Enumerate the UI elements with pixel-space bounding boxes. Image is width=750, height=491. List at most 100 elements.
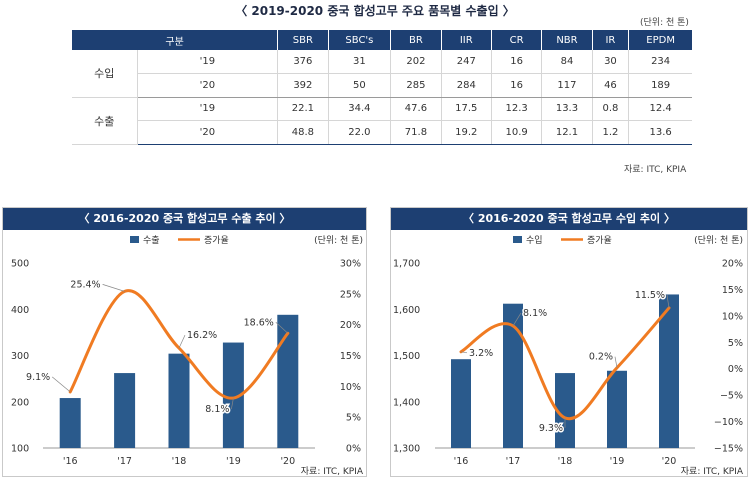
y-left-tick-label: 200 (11, 397, 29, 408)
table-cell: 12.3 (490, 97, 542, 121)
table-header-cell: CR (490, 30, 542, 50)
table-year-cell: '19 (136, 97, 278, 121)
table-cell: 16 (490, 73, 542, 98)
table-cell: 34.4 (327, 97, 391, 121)
table-cell: 50 (327, 73, 391, 98)
legend-bar-label: 수출 (143, 235, 160, 246)
y-right-tick-label: 20% (722, 259, 743, 270)
table-group-label: 수출 (72, 97, 137, 145)
growth-rate-line (459, 306, 671, 421)
table-header-cell: IIR (440, 30, 492, 50)
data-label: 8.1% (205, 404, 229, 415)
table-cell: 189 (628, 73, 692, 98)
x-tick-label: '16 (63, 456, 78, 467)
data-label: 16.2% (187, 330, 217, 341)
data-label-leader (614, 356, 618, 368)
legend-bar-label: 수입 (526, 234, 543, 246)
x-tick-label: '20 (280, 456, 295, 467)
y-right-tick-label: 15% (340, 351, 361, 362)
table-cell: 392 (277, 73, 329, 98)
table-cell: 84 (541, 50, 593, 74)
table-header-cell: 구분 (72, 30, 278, 50)
table-source: 자료: ITC, KPIA (624, 165, 687, 175)
table-cell: 10.9 (490, 120, 542, 145)
y-left-tick-label: 500 (11, 259, 29, 270)
table-cell: 247 (440, 50, 492, 74)
export-chart-title: 〈 2016-2020 중국 합성고무 수출 추이 〉 (3, 208, 366, 230)
y-right-tick-label: 0% (728, 364, 743, 375)
table-group-label: 수입 (72, 50, 137, 98)
y-left-tick-label: 300 (11, 351, 29, 362)
y-right-tick-label: 30% (340, 259, 361, 270)
y-left-tick-label: 400 (11, 305, 29, 316)
bar (222, 342, 244, 448)
table-header-cell: NBR (541, 30, 593, 50)
x-tick-label: '18 (558, 456, 573, 467)
bar (114, 373, 136, 448)
y-right-tick-label: 5% (728, 338, 743, 349)
table-cell: 31 (327, 50, 391, 74)
bar (503, 303, 523, 448)
import-chart-title: 〈 2016-2020 중국 합성고무 수입 추이 〉 (391, 208, 747, 230)
data-label-leader (460, 351, 468, 354)
trade-table: 구분 SBR SBC's BR IIR CR NBR IR EPDM 수입 '19 376 31 202… (72, 30, 692, 145)
table-cell: 12.4 (628, 97, 692, 121)
bar (555, 373, 575, 448)
y-right-tick-label: 25% (340, 289, 361, 300)
legend-line-label: 증가율 (204, 235, 229, 246)
bar (607, 370, 627, 448)
data-label: 25.4% (70, 279, 100, 290)
x-tick-label: '18 (172, 456, 187, 467)
x-tick-label: '19 (226, 456, 241, 467)
y-right-tick-label: 15% (722, 285, 743, 296)
table-cell: 234 (628, 50, 692, 74)
x-tick-label: '20 (662, 456, 677, 467)
x-tick-label: '16 (454, 456, 469, 467)
table-year-cell: '19 (136, 50, 278, 74)
y-right-tick-label: −10% (714, 417, 743, 428)
bar (168, 353, 190, 448)
table-header-row: 구분 SBR SBC's BR IIR CR NBR IR EPDM (72, 30, 692, 50)
data-label: 3.2% (469, 348, 493, 359)
y-right-tick-label: 0% (346, 444, 361, 455)
y-right-tick-label: 20% (340, 320, 361, 331)
bar (277, 314, 299, 448)
data-label: 0.2% (589, 352, 613, 363)
table-cell: 17.5 (440, 97, 492, 121)
table-cell: 22.1 (277, 97, 329, 121)
x-tick-label: '17 (506, 456, 521, 467)
bar (59, 398, 81, 448)
data-label-leader (102, 284, 125, 292)
table-row: 수출 '19 22.1 34.4 47.6 17.5 12.3 13.3 0.8 12.4 (72, 97, 692, 145)
bar (451, 359, 471, 448)
legend-bar-swatch (130, 236, 139, 243)
export-chart-panel: 〈 2016-2020 중국 합성고무 수출 추이 〉 수출 증가율 (단위: 천 … (2, 207, 367, 477)
y-left-tick-label: 1,600 (393, 305, 420, 316)
data-label-leader (178, 334, 186, 349)
table-body: 수입 '19 376 31 202 247 16 84 30 234'20 392 50 285 284 1… (72, 50, 692, 145)
y-right-tick-label: −15% (714, 444, 743, 455)
y-right-tick-label: 10% (722, 311, 743, 322)
table-row: '20 392 50 285 284 16 117 46 189 (72, 73, 692, 98)
chart-unit: (단위: 천 톤) (314, 235, 363, 246)
y-right-tick-label: 10% (340, 382, 361, 393)
page-title: 〈 2019-2020 중국 합성고무 주요 품목별 수출입 〉 (235, 4, 515, 18)
table-row: '20 48.8 22.0 71.8 19.2 10.9 12.1 1.2 13.6 (72, 120, 692, 145)
table-cell: 19.2 (440, 120, 492, 145)
table-header-cell: BR (390, 30, 442, 50)
table-cell: 117 (541, 73, 593, 98)
chart-source: 자료: ITC, KPIA (681, 466, 744, 476)
table-header-cell: IR (591, 30, 629, 50)
data-label-leader (275, 322, 289, 334)
legend-bar-swatch (513, 236, 522, 243)
table-cell: 16 (490, 50, 542, 74)
y-right-tick-label: −5% (720, 391, 743, 402)
data-label: 18.6% (244, 317, 274, 328)
table-cell: 48.8 (277, 120, 329, 145)
data-label: 11.5% (635, 290, 665, 301)
y-left-tick-label: 100 (11, 444, 29, 455)
y-left-tick-label: 1,400 (393, 397, 420, 408)
table-year-cell: '20 (136, 120, 278, 145)
data-label-leader (666, 294, 670, 308)
table-cell: 285 (390, 73, 442, 98)
